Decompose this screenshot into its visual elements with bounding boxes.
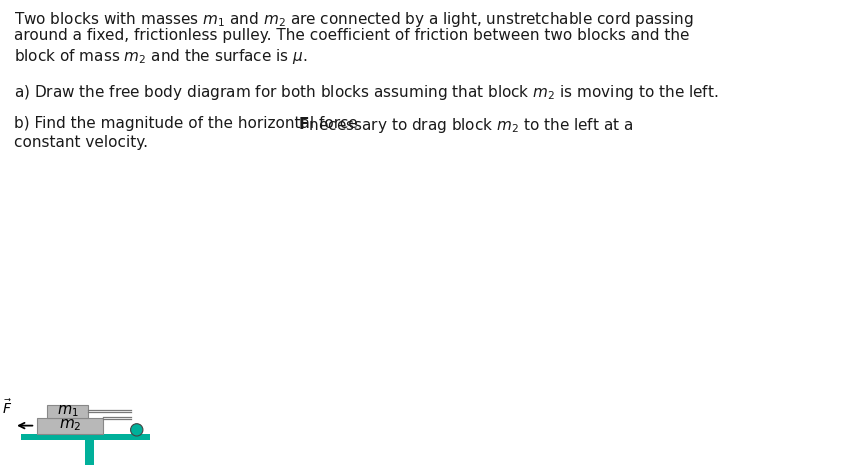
Circle shape — [131, 424, 143, 436]
Text: $m_2$: $m_2$ — [59, 418, 81, 433]
Text: $m_1$: $m_1$ — [57, 404, 78, 419]
Bar — [47, 405, 88, 418]
Text: block of mass $m_2$ and the surface is $\mu$.: block of mass $m_2$ and the surface is $… — [14, 47, 307, 66]
Text: b) Find the magnitude of the horizontal force: b) Find the magnitude of the horizontal … — [14, 116, 368, 131]
Text: Two blocks with masses $m_1$ and $m_2$ are connected by a light, unstretchable c: Two blocks with masses $m_1$ and $m_2$ a… — [14, 10, 694, 29]
Text: $\mathbf{F}$: $\mathbf{F}$ — [298, 116, 309, 132]
Bar — [36, 418, 103, 433]
Text: around a fixed, frictionless pulley. The coefficient of friction between two blo: around a fixed, frictionless pulley. The… — [14, 28, 690, 44]
Bar — [85, 440, 94, 465]
Text: $\vec{F}$: $\vec{F}$ — [2, 398, 12, 417]
Text: constant velocity.: constant velocity. — [14, 134, 148, 150]
Text: a) Draw the free body diagram for both blocks assuming that block $m_2$ is movin: a) Draw the free body diagram for both b… — [14, 84, 719, 102]
Text: necessary to drag block $m_2$ to the left at a: necessary to drag block $m_2$ to the lef… — [304, 116, 634, 135]
Bar — [21, 433, 150, 440]
